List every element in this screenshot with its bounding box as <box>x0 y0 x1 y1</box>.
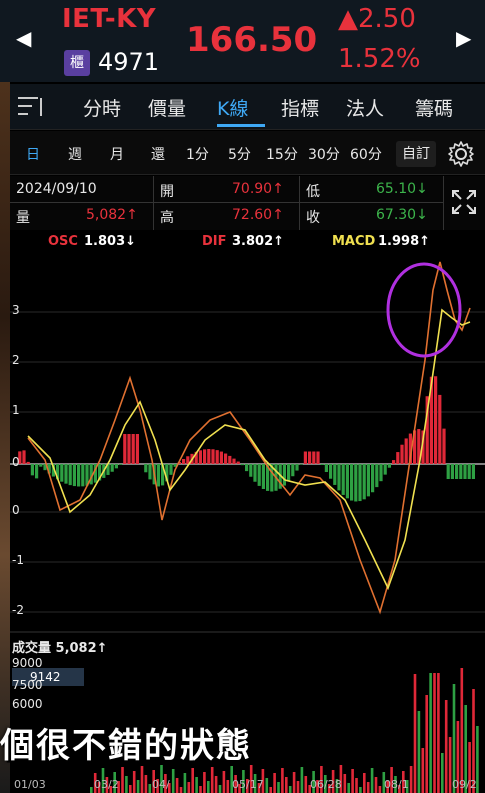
tab-bar: 分時 價量 K線 指標 法人 籌碼 <box>10 84 485 130</box>
volume-bars <box>90 668 479 793</box>
date-tick: 05/17 <box>232 778 264 791</box>
quote-header: ◀ IET-KY 櫃 4971 166.50 ▲2.50 1.52% ▶ <box>0 0 485 82</box>
low-label: 低 <box>306 184 320 200</box>
date-tick: 03/2 <box>94 778 119 791</box>
macd-axis-neg1: -1 <box>12 553 24 567</box>
open-value: 70.90↑ <box>232 181 284 197</box>
macd-axis-2: 2 <box>12 353 20 367</box>
volume-axis-7500: 7500 <box>12 678 43 692</box>
period-adjusted[interactable]: 還 <box>151 147 165 163</box>
date-tick: 04/ <box>152 778 170 791</box>
indicator-legend: OSC 1.803↓ DIF 3.802↑ MACD 1.998↑ <box>10 232 485 252</box>
open-label: 開 <box>160 184 174 200</box>
hand-drawn-circle <box>386 262 462 358</box>
period-week[interactable]: 週 <box>68 147 82 163</box>
macd-line <box>27 308 471 591</box>
period-bar: 日 週 月 還 1分 5分 15分 30分 60分 自訂 <box>10 131 485 175</box>
osc-value: 1.803↓ <box>84 234 137 249</box>
close-value: 67.30↓ <box>376 207 428 223</box>
macd-label: MACD <box>332 234 376 249</box>
stock-code: 4971 <box>98 48 160 76</box>
volume-label: 量 <box>16 210 30 226</box>
macd-axis-0: 0 <box>12 455 20 469</box>
period-30min[interactable]: 30分 <box>308 147 340 163</box>
date-tick: 09/2 <box>452 778 477 791</box>
date-tick: 01/03 <box>14 778 46 791</box>
date-tick: 06/28 <box>310 778 342 791</box>
tab-institutional[interactable]: 法人 <box>346 98 385 120</box>
volume-value: 5,082↑ <box>86 207 138 223</box>
price-change: ▲2.50 <box>338 4 416 34</box>
tab-indicators[interactable]: 指標 <box>281 98 320 120</box>
macd-value: 1.998↑ <box>378 234 431 249</box>
tab-price-volume[interactable]: 價量 <box>148 98 187 120</box>
period-month[interactable]: 月 <box>110 147 124 163</box>
close-label: 收 <box>306 210 320 226</box>
high-label: 高 <box>160 210 174 226</box>
menu-sort-icon[interactable] <box>16 94 46 120</box>
ohlc-panel: 2024/09/10 量 5,082↑ 開 70.90↑ 高 72.60↑ 低 … <box>10 176 485 230</box>
low-value: 65.10↓ <box>376 181 428 197</box>
tab-timeshare[interactable]: 分時 <box>83 98 122 120</box>
volume-cursor-badge: 9142 <box>12 668 84 686</box>
period-15min[interactable]: 15分 <box>266 147 298 163</box>
last-price: 166.50 <box>186 20 318 60</box>
tab-kline[interactable]: K線 <box>217 98 249 120</box>
volume-axis-9000: 9000 <box>12 656 43 670</box>
custom-period-button[interactable]: 自訂 <box>396 141 436 167</box>
period-5min[interactable]: 5分 <box>228 147 251 163</box>
osc-histogram <box>18 376 475 502</box>
period-1min[interactable]: 1分 <box>186 147 209 163</box>
dif-label: DIF <box>202 234 227 249</box>
tab-chips[interactable]: 籌碼 <box>415 98 454 120</box>
ticker-name: IET-KY <box>62 4 157 34</box>
active-tab-indicator <box>217 124 265 127</box>
dif-value: 3.802↑ <box>232 234 285 249</box>
period-60min[interactable]: 60分 <box>350 147 382 163</box>
osc-label: OSC <box>48 234 78 249</box>
video-edge-strip <box>0 0 10 793</box>
fullscreen-icon[interactable] <box>450 188 478 216</box>
price-change-pct: 1.52% <box>338 44 421 74</box>
dif-line <box>27 261 471 615</box>
triangle-right-icon[interactable]: ▶ <box>456 26 472 50</box>
date-tick: 08/1 <box>384 778 409 791</box>
board-badge: 櫃 <box>64 50 90 76</box>
triangle-left-icon[interactable]: ◀ <box>16 26 32 50</box>
volume-title: 成交量 5,082↑ <box>12 641 108 656</box>
volume-axis-6000: 6000 <box>12 697 43 711</box>
high-value: 72.60↑ <box>232 207 284 223</box>
gear-icon[interactable] <box>446 139 476 169</box>
period-day[interactable]: 日 <box>26 147 40 163</box>
macd-axis-neg2: -2 <box>12 603 24 617</box>
macd-axis-1: 1 <box>12 403 20 417</box>
quote-date: 2024/09/10 <box>16 181 97 197</box>
video-subtitle: 個很不錯的狀態 <box>0 726 252 766</box>
macd-axis-0b: 0 <box>12 503 20 517</box>
macd-axis-3: 3 <box>12 303 20 317</box>
